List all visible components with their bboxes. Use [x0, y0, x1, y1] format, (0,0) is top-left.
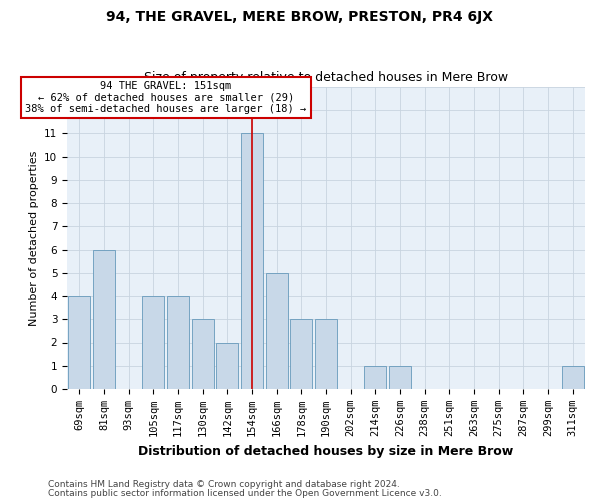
- Text: 94 THE GRAVEL: 151sqm
← 62% of detached houses are smaller (29)
38% of semi-deta: 94 THE GRAVEL: 151sqm ← 62% of detached …: [25, 81, 307, 114]
- Bar: [167, 296, 189, 389]
- Bar: [315, 320, 337, 389]
- Bar: [266, 273, 288, 389]
- Y-axis label: Number of detached properties: Number of detached properties: [29, 150, 38, 326]
- X-axis label: Distribution of detached houses by size in Mere Brow: Distribution of detached houses by size …: [139, 444, 514, 458]
- Text: 94, THE GRAVEL, MERE BROW, PRESTON, PR4 6JX: 94, THE GRAVEL, MERE BROW, PRESTON, PR4 …: [107, 10, 493, 24]
- Bar: [562, 366, 584, 389]
- Text: Contains public sector information licensed under the Open Government Licence v3: Contains public sector information licen…: [48, 488, 442, 498]
- Title: Size of property relative to detached houses in Mere Brow: Size of property relative to detached ho…: [144, 72, 508, 85]
- Bar: [142, 296, 164, 389]
- Bar: [364, 366, 386, 389]
- Bar: [389, 366, 411, 389]
- Bar: [93, 250, 115, 389]
- Text: Contains HM Land Registry data © Crown copyright and database right 2024.: Contains HM Land Registry data © Crown c…: [48, 480, 400, 489]
- Bar: [68, 296, 91, 389]
- Bar: [216, 342, 238, 389]
- Bar: [241, 134, 263, 389]
- Bar: [191, 320, 214, 389]
- Bar: [290, 320, 313, 389]
